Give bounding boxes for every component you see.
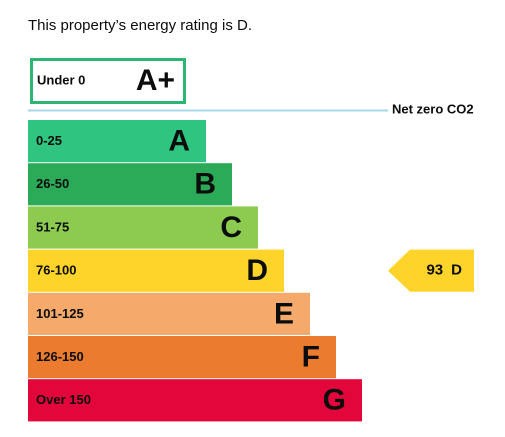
band-range: 0-25	[36, 133, 62, 148]
band-range: 26-50	[36, 176, 69, 191]
band-letter: B	[194, 168, 216, 201]
band-range: 126-150	[36, 349, 84, 364]
band-range: 51-75	[36, 219, 69, 234]
band-letter: E	[274, 297, 294, 330]
band-bar	[28, 336, 336, 379]
band-bar	[28, 379, 362, 422]
band-bar	[28, 292, 310, 335]
band-bar	[28, 163, 232, 206]
top-band-letter: A+	[136, 64, 175, 97]
rating-arrow	[388, 249, 474, 292]
top-band-box	[30, 58, 186, 104]
top-band-range: Under 0	[37, 72, 85, 87]
band-letter: A	[168, 125, 190, 158]
band-letter: C	[220, 211, 242, 244]
band-range: Over 150	[36, 392, 91, 407]
rating-score: 93	[426, 262, 443, 279]
band-bar	[28, 120, 206, 163]
band-letter: G	[323, 384, 346, 417]
net-zero-label: Net zero CO2	[392, 101, 474, 116]
band-letter: F	[302, 341, 320, 374]
band-range: 101-125	[36, 306, 84, 321]
rating-text: 93 D	[426, 262, 462, 279]
band-range: 76-100	[36, 263, 76, 278]
band-bar	[28, 206, 258, 249]
band-letter: D	[246, 254, 268, 287]
header-text: This property’s energy rating is D.	[28, 17, 252, 34]
band-bar	[28, 249, 284, 292]
rating-letter: D	[451, 262, 462, 279]
